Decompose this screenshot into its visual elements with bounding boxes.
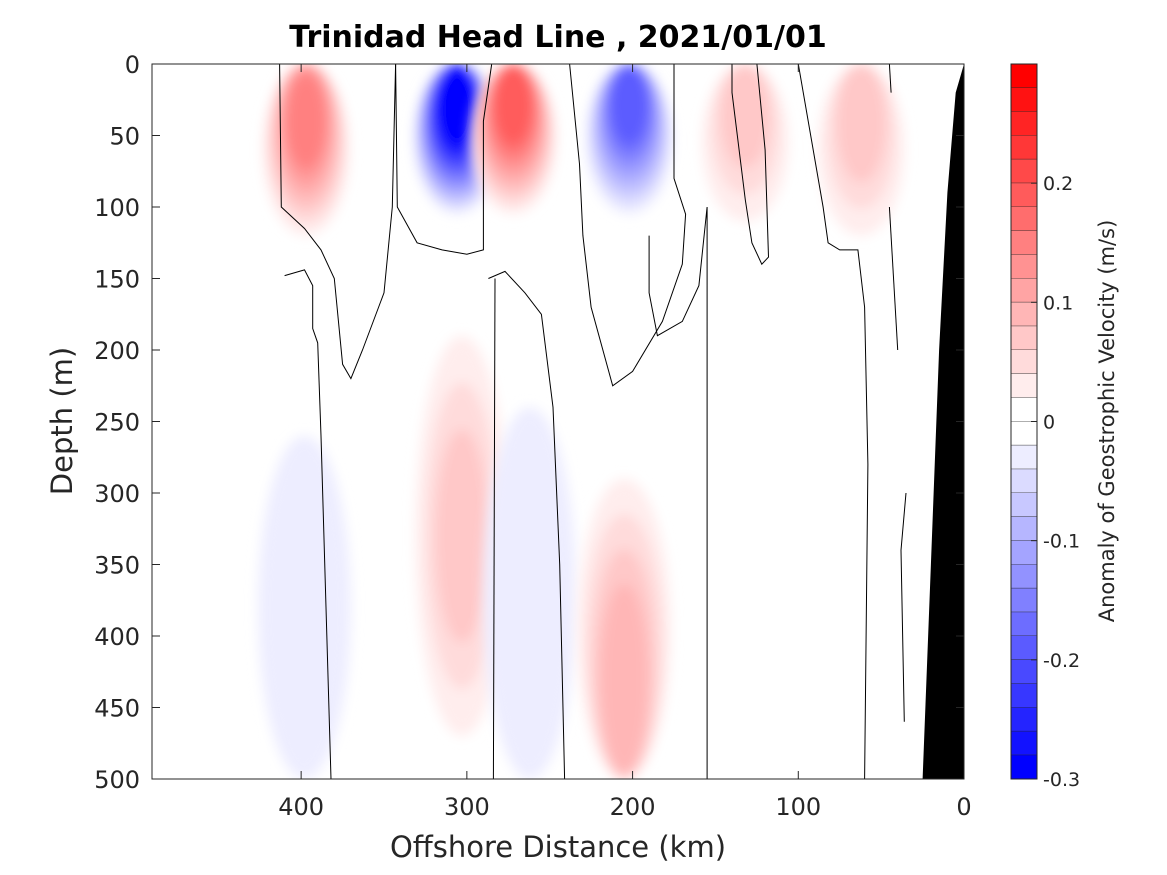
- anomaly-feature-6: [818, 64, 905, 236]
- colorbar-bin: [1011, 469, 1037, 494]
- colorbar-bin: [1011, 278, 1037, 303]
- y-tick-label: 450: [94, 695, 140, 723]
- y-tick-label: 50: [109, 123, 140, 151]
- colorbar-bin: [1011, 588, 1037, 613]
- zero-contour-9: [797, 64, 869, 779]
- y-tick-label: 300: [94, 480, 140, 508]
- x-tick-label: 0: [956, 793, 971, 821]
- colorbar-tick-label: -0.2: [1043, 650, 1080, 672]
- colorbar-bin: [1011, 612, 1037, 637]
- chart-title: Trinidad Head Line , 2021/01/01: [289, 20, 826, 55]
- zero-contour-7: [648, 206, 708, 779]
- zero-contours: [279, 64, 907, 779]
- colorbar-label: Anomaly of Geostrophic Velocity (m/s): [1095, 220, 1119, 623]
- x-axis-ticks: 400 300 200 100 0: [278, 64, 972, 821]
- seafloor-shape: [922, 64, 964, 779]
- anomaly-feature-8: [483, 407, 577, 779]
- colorbar-bin: [1011, 516, 1037, 542]
- x-axis-label: Offshore Distance (km): [390, 830, 726, 864]
- zero-contour-6: [569, 64, 687, 387]
- colorbar-bin: [1011, 636, 1037, 661]
- colorbar-tick-label: 0.2: [1043, 173, 1073, 195]
- colorbar-bin: [1011, 564, 1037, 589]
- colorbar-bin: [1011, 254, 1037, 279]
- colorbar-tick-label: -0.3: [1043, 769, 1080, 791]
- zero-contour-8: [731, 64, 770, 266]
- zero-contour-1: [284, 269, 332, 779]
- zero-contour-11: [888, 206, 899, 351]
- anomaly-level: [600, 583, 649, 774]
- seafloor-shelf: [922, 64, 964, 779]
- colorbar-bin: [1011, 230, 1037, 256]
- colorbar-bin: [1011, 87, 1037, 113]
- colorbar-bin: [1011, 397, 1037, 422]
- colorbar-bin: [1011, 302, 1037, 327]
- colorbar-bin: [1011, 135, 1037, 160]
- zero-contour-10: [888, 64, 892, 93]
- anomaly-feature-1: [263, 64, 350, 236]
- zero-contour-5: [492, 278, 496, 779]
- y-tick-label: 150: [94, 266, 140, 294]
- zero-contour-3: [395, 64, 493, 255]
- colorbar-bin: [1011, 373, 1037, 399]
- y-axis-label: Depth (m): [45, 347, 79, 495]
- y-tick-label: 100: [94, 194, 140, 222]
- colorbar-bin: [1011, 731, 1037, 756]
- zero-contour-12: [900, 492, 907, 722]
- colorbar-bin: [1011, 540, 1037, 565]
- colorbar-bin: [1011, 421, 1037, 446]
- y-tick-label: 350: [94, 552, 140, 580]
- colorbar-tick-label: -0.1: [1043, 531, 1080, 553]
- y-tick-label: 200: [94, 337, 140, 365]
- y-axis-ticks: 0 50 100 150 200 250 300 350 400 450 500: [94, 51, 964, 794]
- anomaly-level: [435, 429, 489, 643]
- anomaly-level: [483, 407, 577, 779]
- colorbar-tick-label: 0.1: [1043, 292, 1073, 314]
- colorbar-bin: [1011, 350, 1037, 375]
- colorbar-bin: [1011, 445, 1037, 470]
- x-tick-label: 200: [610, 793, 656, 821]
- colorbar-bin: [1011, 64, 1037, 89]
- colorbar-bin: [1011, 707, 1037, 732]
- y-tick-label: 500: [94, 766, 140, 794]
- x-tick-label: 100: [775, 793, 821, 821]
- colorbar-bin: [1011, 755, 1037, 780]
- colorbar-bin: [1011, 183, 1037, 208]
- colorbar-bin: [1011, 493, 1037, 518]
- colorbar-bin: [1011, 159, 1037, 184]
- y-tick-label: 250: [94, 409, 140, 437]
- anomaly-level: [439, 64, 474, 140]
- colorbar-ticks: 0.2 0.1 0 -0.1 -0.2 -0.3: [1031, 173, 1080, 791]
- colorbar-bin: [1011, 326, 1037, 351]
- colorbar-bin: [1011, 111, 1037, 136]
- anomaly-feature-4: [586, 64, 673, 215]
- y-tick-label: 400: [94, 623, 140, 651]
- anomaly-feature-5: [702, 64, 789, 222]
- x-tick-label: 300: [444, 793, 490, 821]
- colorbar-tick-label: 0: [1043, 412, 1055, 434]
- anomaly-level: [720, 64, 770, 168]
- zero-contour-4: [488, 270, 566, 779]
- anomaly-level: [836, 64, 886, 183]
- anomaly-feature-9: [577, 478, 671, 779]
- colorbar-bin: [1011, 207, 1037, 232]
- anomaly-level: [258, 435, 351, 779]
- velocity-anomaly-field: [258, 64, 905, 779]
- anomaly-feature-10: [258, 435, 351, 779]
- colorbar: [1010, 63, 1038, 780]
- x-tick-label: 400: [278, 793, 324, 821]
- zero-contour-2: [279, 64, 397, 380]
- anomaly-level: [287, 75, 326, 167]
- anomaly-feature-3: [470, 64, 557, 215]
- anomaly-level: [495, 64, 532, 143]
- colorbar-bin: [1011, 683, 1037, 708]
- colorbar-bin: [1011, 659, 1037, 685]
- anomaly-level: [611, 64, 648, 143]
- y-tick-label: 0: [125, 51, 140, 79]
